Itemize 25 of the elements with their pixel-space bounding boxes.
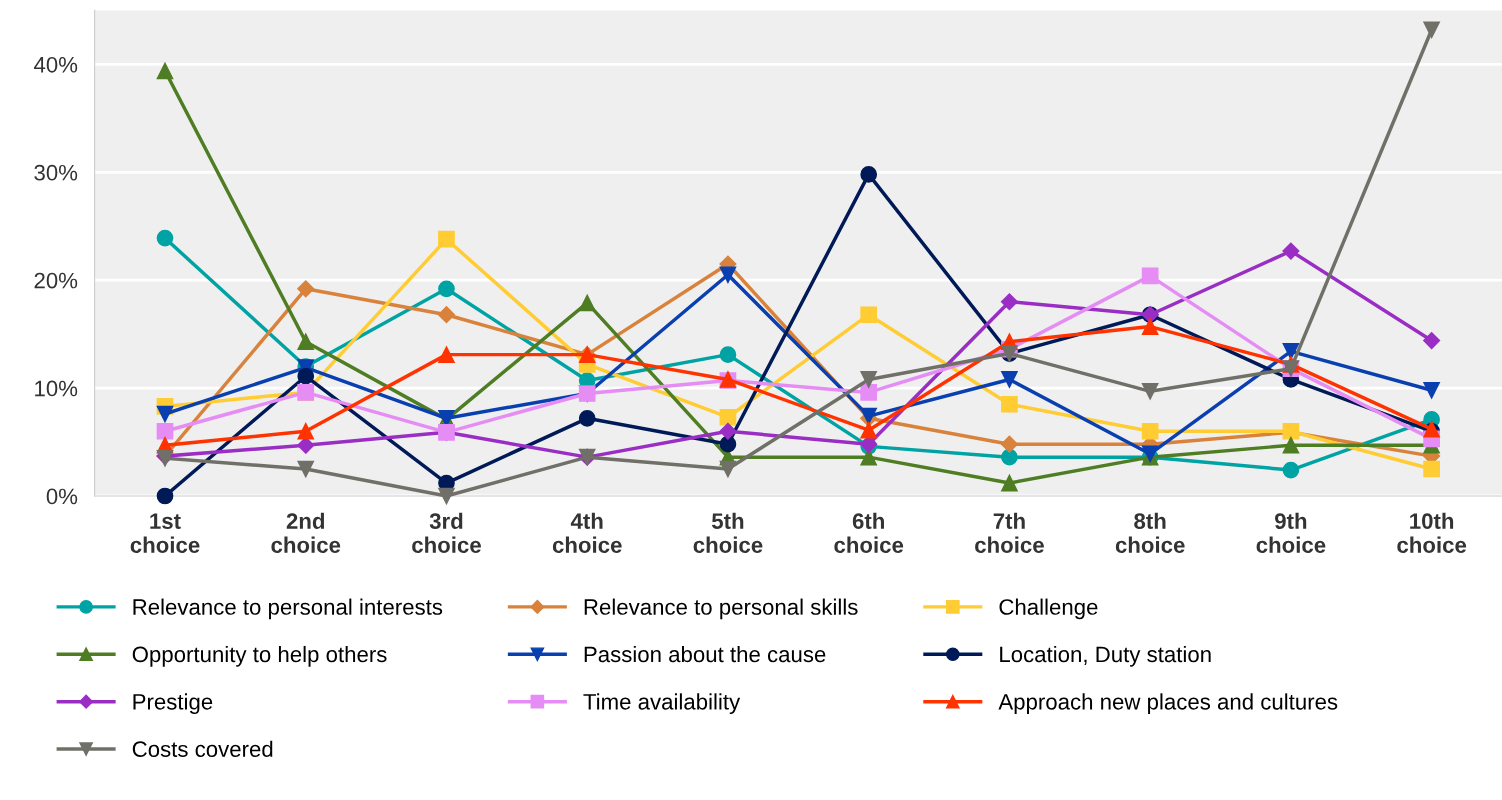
x-tick-label: 10th choice — [1397, 512, 1467, 553]
legend-label: Location, Duty station — [1000, 645, 1211, 667]
y-tick-label: 40% — [33, 56, 78, 73]
legend-label: Passion about the cause — [584, 645, 826, 663]
x-tick-label: 4th choice — [552, 512, 622, 553]
x-tick-label: 9th choice — [1256, 512, 1326, 553]
y-tick-label: 0% — [46, 488, 78, 505]
x-tick-label: 5th choice — [693, 512, 763, 553]
x-tick-label: 7th choice — [975, 512, 1044, 553]
legend-label: Time availability — [583, 693, 741, 715]
legend-label: Relevance to personal interests — [133, 598, 443, 620]
legend-label: Prestige — [133, 693, 213, 715]
x-tick-label: 1st choice — [130, 513, 200, 553]
y-tick-label: 20% — [34, 272, 78, 289]
x-tick-label: 3rd choice — [412, 512, 481, 553]
x-tick-label: 2nd choice — [271, 512, 341, 553]
legend-label: Challenge — [999, 598, 1098, 620]
legend-label: Costs covered — [132, 740, 273, 758]
y-tick-label: 30% — [34, 164, 78, 181]
legend-label: Approach new places and cultures — [998, 693, 1338, 715]
y-tick-label: 10% — [35, 380, 78, 397]
x-tick-label: 8th choice — [1115, 512, 1185, 553]
legend-label: Relevance to personal skills — [584, 598, 858, 620]
legend-label: Opportunity to help others — [132, 645, 387, 667]
x-tick-label: 6th choice — [834, 512, 904, 553]
